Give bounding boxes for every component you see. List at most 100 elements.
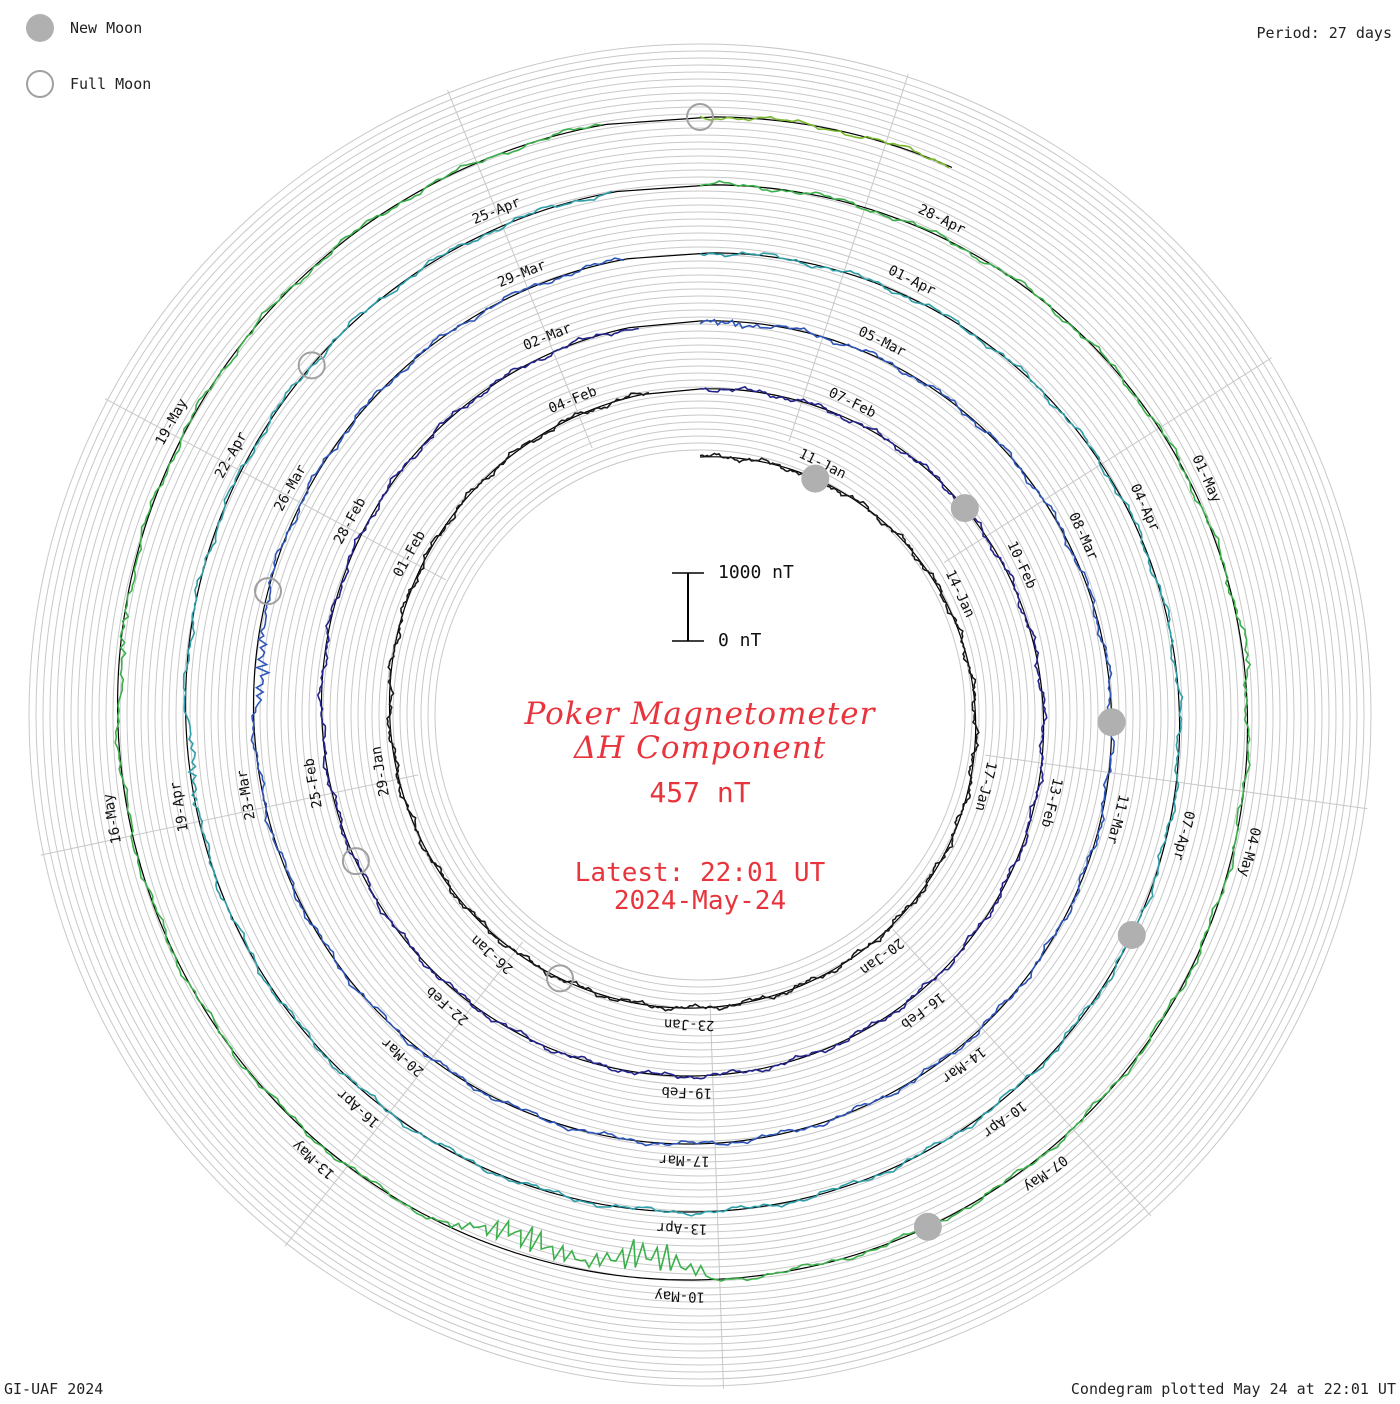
date-tick-label: 17-Mar (659, 1151, 710, 1169)
grid-circle (98, 113, 1302, 1317)
grid-circle (231, 246, 1169, 1184)
grid-circle (77, 92, 1323, 1338)
date-tick-label: 01-Feb (390, 528, 429, 580)
date-tick-label: 10-Feb (1003, 539, 1039, 592)
date-tick-label: 10-May (654, 1287, 705, 1305)
grid-circle (42, 57, 1358, 1373)
date-tick-label: 19-Feb (661, 1083, 712, 1101)
grid-radial-line (943, 357, 1272, 563)
grid-circle (119, 134, 1281, 1296)
grid-radial-line (709, 1002, 724, 1389)
grid-circle (161, 176, 1239, 1254)
scale-top-label: 1000 nT (718, 562, 794, 583)
grid-circle (413, 428, 987, 1002)
chart-subtitle: ΔH Component (573, 730, 827, 766)
period-label: Period: 27 days (1256, 24, 1392, 42)
date-tick-label: 10-Apr (979, 1097, 1029, 1140)
date-tick-label: 07-May (1020, 1152, 1070, 1195)
date-tick-label: 25-Apr (470, 194, 523, 228)
grid-circle (301, 316, 1099, 1114)
grid-radial-line (284, 941, 524, 1247)
grid-circle (217, 232, 1183, 1198)
new-moon-icon (26, 14, 54, 42)
grid-circle (420, 435, 980, 995)
scale-bottom-label: 0 nT (718, 630, 762, 651)
grid-circle (364, 379, 1036, 1051)
grid-circle (434, 449, 966, 981)
grid-circle (315, 330, 1085, 1100)
grid-circle (112, 127, 1288, 1303)
grid-circle (371, 386, 1029, 1044)
new-moon-marker (950, 494, 979, 523)
grid-circle (91, 106, 1309, 1324)
grid-circle (28, 43, 1372, 1387)
full-moon-marker (546, 964, 574, 993)
new-moon-marker (801, 464, 830, 493)
date-tick-label: 13-Apr (657, 1219, 708, 1237)
grid-circle (35, 50, 1365, 1380)
new-moon-marker (913, 1212, 942, 1241)
legend-full-moon-label: Full Moon (70, 75, 152, 93)
series-line (316, 327, 1048, 1080)
footer-plot-time: Condegram plotted May 24 at 22:01 UT (1070, 1380, 1396, 1398)
legend-new-moon: New Moon (26, 14, 142, 42)
grid-circle (210, 225, 1190, 1205)
date-tick-label: 29-Mar (495, 257, 548, 291)
latest-date: 2024-May-24 (613, 886, 787, 916)
grid-circle (308, 323, 1092, 1107)
grid-circle (63, 78, 1337, 1352)
legend-new-moon-label: New Moon (70, 19, 143, 37)
footer-credit: GI-UAF 2024 (4, 1380, 104, 1398)
grid-circle (203, 218, 1197, 1212)
new-moon-marker (1117, 921, 1146, 949)
grid-circle (105, 120, 1295, 1310)
grid-circle (189, 204, 1211, 1226)
grid-circle (399, 414, 1001, 1016)
series-line (386, 391, 980, 1012)
grid-circle (182, 197, 1218, 1233)
series-line (250, 257, 1115, 1147)
grid-radial-line (447, 89, 593, 449)
full-moon-marker (297, 351, 326, 380)
current-value: 457 nT (649, 776, 751, 809)
grid-circle (350, 365, 1050, 1065)
date-tick-label: 16-Feb (897, 989, 947, 1032)
series-line (699, 115, 950, 169)
grid-circle (140, 155, 1260, 1275)
date-tick-label: 23-Jan (664, 1015, 715, 1033)
grid-circle (84, 99, 1316, 1331)
chart-title: Poker Magnetometer (524, 696, 876, 732)
date-tick-label: 04-Feb (546, 383, 599, 417)
grid-circle (56, 71, 1344, 1359)
grid-circle (196, 211, 1204, 1219)
date-tick-label: 28-Apr (915, 201, 967, 238)
grid-circle (259, 274, 1141, 1156)
date-tick-label: 22-Feb (423, 983, 472, 1028)
grid-circle (343, 358, 1057, 1072)
baseline-spiral (117, 116, 1249, 1281)
grid-circle (168, 183, 1232, 1247)
grid-circle (378, 393, 1022, 1037)
full-moon-marker (254, 577, 282, 606)
grid-circle (329, 344, 1071, 1086)
date-tick-label: 20-Mar (379, 1034, 428, 1079)
grid-radial-line (104, 398, 446, 581)
date-tick-label: 08-Mar (1065, 510, 1101, 563)
latest-time: Latest: 22:01 UT (574, 858, 826, 888)
date-tick-label: 05-Mar (856, 324, 908, 361)
new-moon-marker (1097, 708, 1126, 737)
series-line (182, 190, 1184, 1217)
grid-circle (49, 64, 1351, 1366)
full-moon-marker (341, 847, 370, 876)
grid-radial-line (40, 774, 419, 856)
grid-circle (245, 260, 1155, 1170)
grid-circle (427, 442, 973, 988)
grid-circle (175, 190, 1225, 1240)
grid-circle (322, 337, 1078, 1093)
full-moon-marker (686, 103, 714, 131)
grid-circle (357, 372, 1043, 1058)
grid-circle (385, 400, 1015, 1030)
date-tick-label: 19-May (153, 396, 192, 448)
